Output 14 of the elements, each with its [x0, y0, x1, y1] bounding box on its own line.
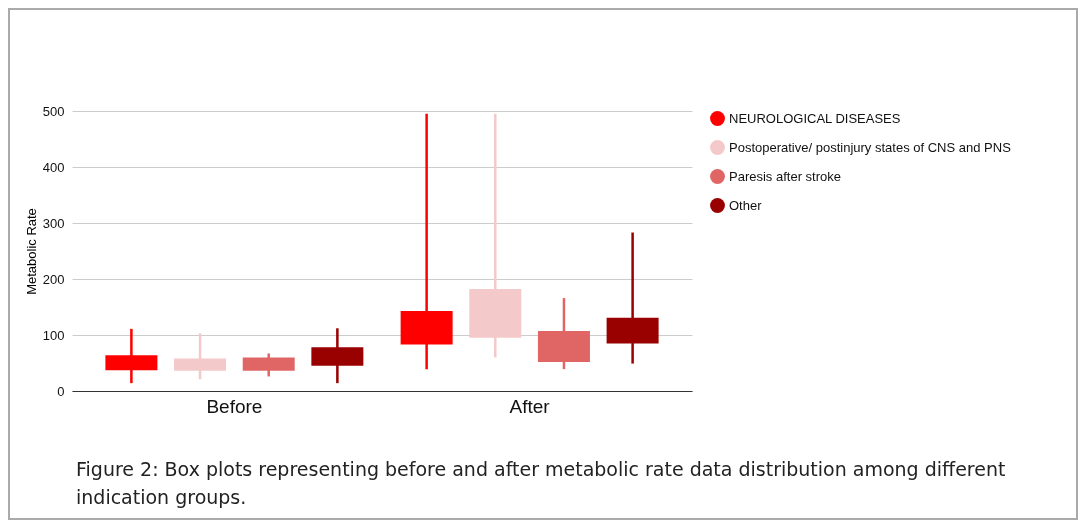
y-tick-label: 0: [57, 383, 65, 399]
x-tick-label: Before: [206, 395, 263, 417]
legend-label: NEUROLOGICAL DISEASES: [729, 110, 901, 126]
y-tick-label: 500: [42, 103, 65, 119]
y-tick-label: 200: [42, 271, 65, 287]
caption: Figure 2: Box plots representing before and after metabolic rate data distribution among different indication groups.: [76, 457, 1007, 510]
y-tick-label: 400: [42, 159, 65, 175]
y-tick-label: 300: [42, 215, 65, 231]
legend-label: Postoperative/ postinjury states of CNS and PNS: [729, 139, 1012, 155]
y-tick-label: 100: [42, 327, 65, 343]
legend-label: Other: [729, 197, 763, 213]
x-tick-label: After: [509, 395, 551, 417]
y-axis-title: Metabolic Rate: [23, 208, 39, 295]
legend-label: Paresis after stroke: [729, 168, 841, 184]
